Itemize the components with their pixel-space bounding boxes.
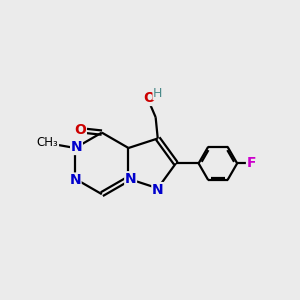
Text: H: H xyxy=(153,87,163,100)
Text: N: N xyxy=(69,173,81,187)
Text: N: N xyxy=(71,140,82,154)
Text: F: F xyxy=(247,156,256,170)
Text: O: O xyxy=(143,92,155,105)
Text: N: N xyxy=(152,183,164,196)
Text: O: O xyxy=(74,123,86,137)
Text: CH₃: CH₃ xyxy=(37,136,58,149)
Text: N: N xyxy=(125,172,136,186)
